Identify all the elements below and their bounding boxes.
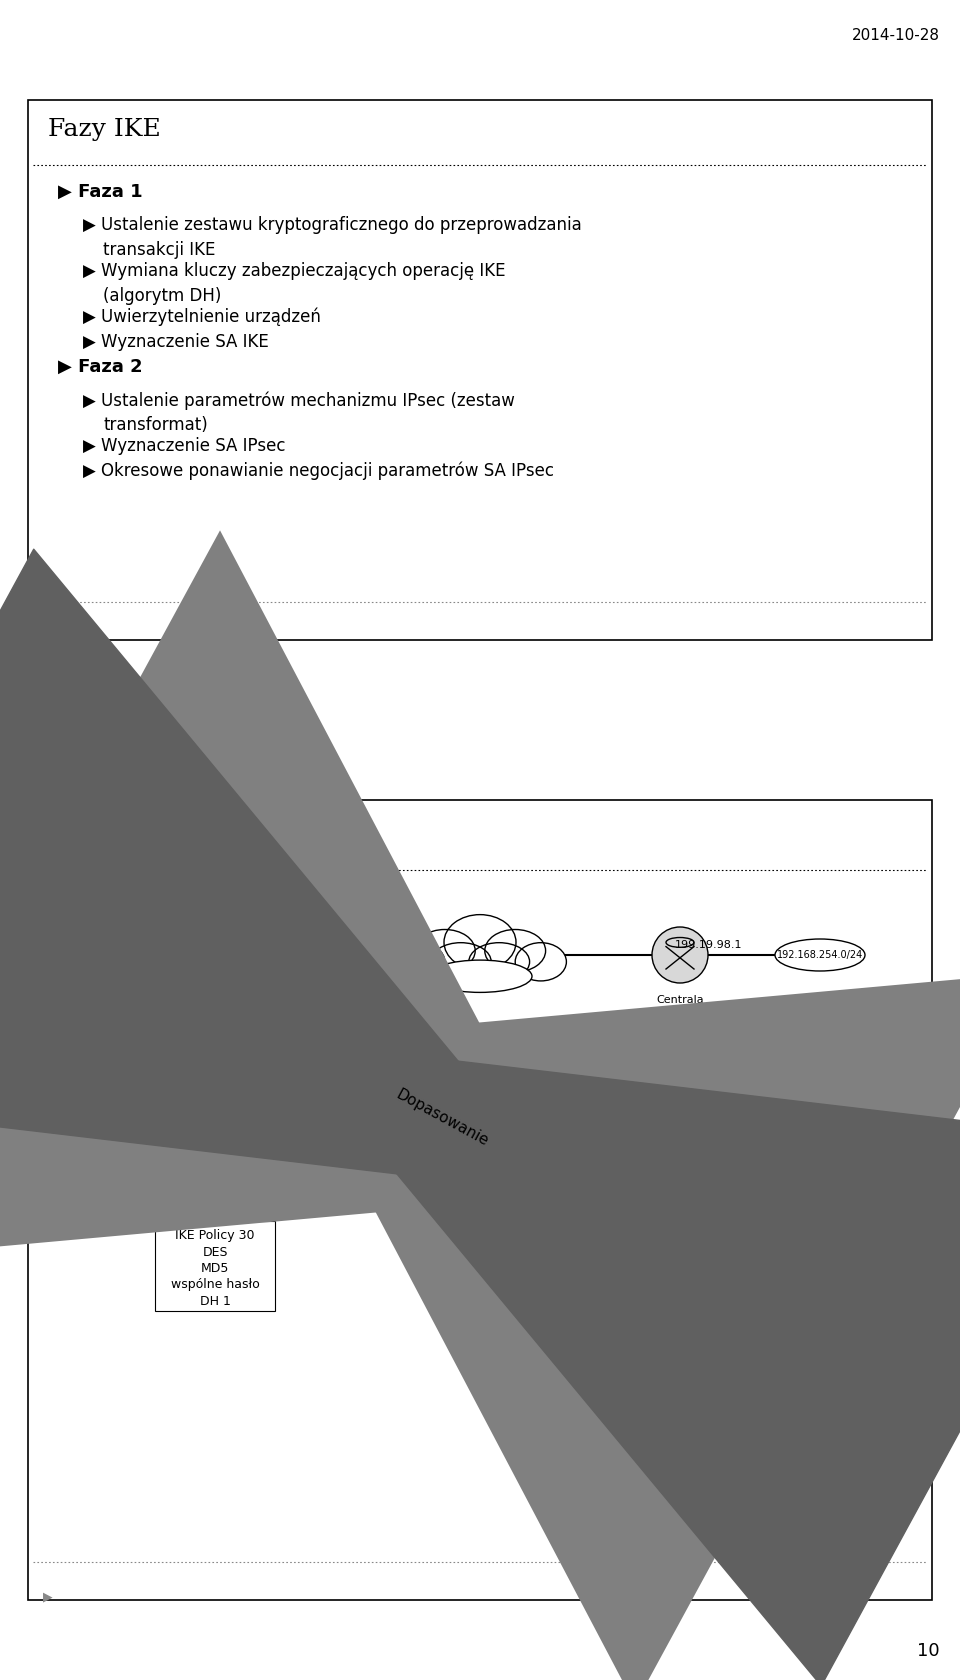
Text: 2014-10-28: 2014-10-28	[852, 29, 940, 44]
Text: ▶ Wymiana kluczy zabezpieczających operację IKE: ▶ Wymiana kluczy zabezpieczających opera…	[83, 262, 506, 281]
Text: Dopasowanie: Dopasowanie	[394, 1087, 492, 1149]
Bar	[155, 1122, 275, 1213]
Text: IKE Policy 30: IKE Policy 30	[176, 1230, 254, 1242]
Text: 192.168.254.0/24: 192.168.254.0/24	[777, 949, 863, 959]
Ellipse shape	[394, 942, 444, 981]
Text: Filia1: Filia1	[185, 995, 214, 1005]
Text: ▶ Wyznaczenie SA IKE: ▶ Wyznaczenie SA IKE	[83, 333, 269, 351]
Text: IKE Policy 15: IKE Policy 15	[600, 1033, 680, 1047]
Text: Fazy IKE: Fazy IKE	[48, 118, 160, 141]
Ellipse shape	[666, 937, 694, 948]
Ellipse shape	[56, 939, 134, 971]
Text: wspólne hasło: wspólne hasło	[171, 1181, 259, 1193]
Ellipse shape	[485, 929, 545, 973]
Ellipse shape	[444, 914, 516, 969]
Ellipse shape	[516, 942, 566, 981]
Text: wspólne hasło: wspólne hasło	[171, 1082, 259, 1095]
Ellipse shape	[186, 937, 214, 948]
Bar	[155, 1221, 275, 1310]
Ellipse shape	[415, 929, 475, 973]
Text: 3DES: 3DES	[199, 1147, 231, 1161]
Text: DH 2: DH 2	[625, 1196, 656, 1210]
Text: ▶ Faza 2: ▶ Faza 2	[58, 358, 143, 376]
Text: 3DES: 3DES	[199, 1050, 231, 1062]
Text: 3DES: 3DES	[623, 1147, 657, 1161]
Text: ▶: ▶	[43, 630, 53, 643]
Text: DH 2: DH 2	[200, 1099, 230, 1112]
FancyArrowPatch shape	[0, 549, 960, 1680]
Text: MD5: MD5	[201, 1164, 229, 1178]
Text: transformat): transformat)	[103, 417, 207, 433]
Text: ▶ Okresowe ponawianie negocjacji parametrów SA IPsec: ▶ Okresowe ponawianie negocjacji paramet…	[83, 462, 554, 480]
Bar	[155, 1025, 275, 1116]
Text: MD5: MD5	[201, 1262, 229, 1275]
Text: IKE Policy 20: IKE Policy 20	[176, 1131, 254, 1144]
Circle shape	[652, 927, 708, 983]
Text: ▶: ▶	[43, 1589, 53, 1603]
Text: transakcji IKE: transakcji IKE	[103, 240, 215, 259]
Ellipse shape	[428, 959, 532, 993]
Text: wspólne hasło: wspólne hasło	[171, 1278, 259, 1292]
Ellipse shape	[775, 939, 865, 971]
Ellipse shape	[468, 942, 530, 981]
Text: IKE Policy 10: IKE Policy 10	[176, 1033, 254, 1047]
Text: 192.168.1.0/24: 192.168.1.0/24	[59, 949, 132, 959]
Text: DH 5: DH 5	[625, 1099, 656, 1112]
Ellipse shape	[428, 959, 532, 993]
Bar	[580, 1122, 700, 1213]
Text: 10: 10	[918, 1641, 940, 1660]
Text: Centrala: Centrala	[657, 995, 704, 1005]
Text: Faza 1 IKE: Faza 1 IKE	[48, 818, 201, 845]
Text: wspólne hasło: wspólne hasło	[595, 1181, 684, 1193]
Text: ▶ Ustalenie parametrów mechanizmu IPsec (zestaw: ▶ Ustalenie parametrów mechanizmu IPsec …	[83, 391, 515, 410]
Text: DES: DES	[203, 1245, 228, 1258]
Text: SHA: SHA	[627, 1065, 653, 1079]
Bar	[580, 1025, 700, 1116]
Text: ▶ Wyznaczenie SA IPsec: ▶ Wyznaczenie SA IPsec	[83, 437, 285, 455]
Text: ▶ Ustalenie zestawu kryptograficznego do przeprowadzania: ▶ Ustalenie zestawu kryptograficznego do…	[83, 217, 582, 234]
Text: SHA: SHA	[627, 1164, 653, 1178]
Text: (algorytm DH): (algorytm DH)	[103, 287, 222, 306]
Bar	[28, 101, 932, 640]
Circle shape	[172, 927, 228, 983]
Ellipse shape	[430, 942, 492, 981]
Text: 212.1.2.3: 212.1.2.3	[232, 941, 285, 949]
Text: ▶ Uwierzytelnienie urządzeń: ▶ Uwierzytelnienie urządzeń	[83, 307, 321, 326]
Text: ▶ Faza 1: ▶ Faza 1	[58, 183, 143, 202]
Bar	[28, 800, 932, 1599]
Text: 3DES: 3DES	[623, 1050, 657, 1062]
Text: wspólne hasło: wspólne hasło	[595, 1082, 684, 1095]
Text: 199.19.98.1: 199.19.98.1	[675, 941, 742, 949]
Text: DH 2: DH 2	[200, 1196, 230, 1210]
Text: SHA: SHA	[202, 1065, 228, 1079]
FancyArrowPatch shape	[0, 531, 960, 1680]
Text: IKE Policy 17: IKE Policy 17	[600, 1131, 680, 1144]
Text: DH 1: DH 1	[200, 1295, 230, 1307]
